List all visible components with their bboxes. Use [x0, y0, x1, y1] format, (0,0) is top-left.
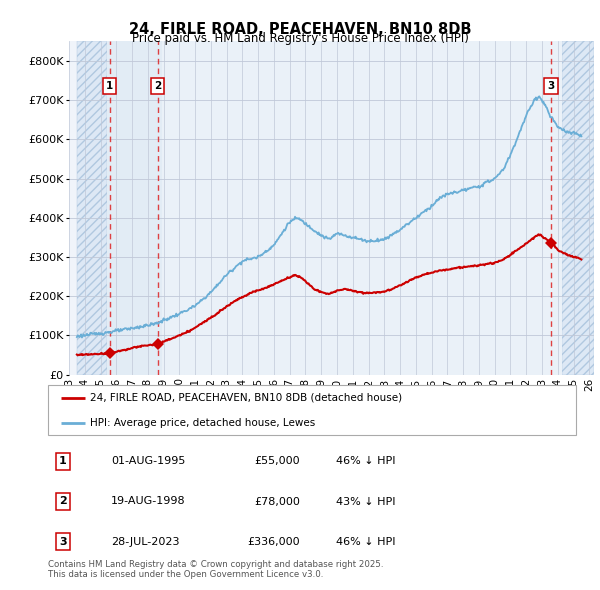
Text: 24, FIRLE ROAD, PEACEHAVEN, BN10 8DB: 24, FIRLE ROAD, PEACEHAVEN, BN10 8DB — [129, 22, 471, 37]
Bar — [562, 41, 594, 375]
Bar — [77, 41, 107, 375]
Text: £78,000: £78,000 — [254, 497, 300, 506]
Text: HPI: Average price, detached house, Lewes: HPI: Average price, detached house, Lewe… — [90, 418, 316, 428]
Text: Price paid vs. HM Land Registry's House Price Index (HPI): Price paid vs. HM Land Registry's House … — [131, 32, 469, 45]
Text: 46% ↓ HPI: 46% ↓ HPI — [336, 457, 395, 466]
Text: 1: 1 — [59, 457, 67, 466]
Text: 2: 2 — [59, 497, 67, 506]
Text: 2: 2 — [154, 81, 161, 91]
Text: 43% ↓ HPI: 43% ↓ HPI — [336, 497, 395, 506]
Text: £55,000: £55,000 — [254, 457, 300, 466]
Text: 19-AUG-1998: 19-AUG-1998 — [111, 497, 185, 506]
Text: 28-JUL-2023: 28-JUL-2023 — [111, 537, 179, 546]
Text: 3: 3 — [59, 537, 67, 546]
Text: 1: 1 — [106, 81, 113, 91]
Text: Contains HM Land Registry data © Crown copyright and database right 2025.
This d: Contains HM Land Registry data © Crown c… — [48, 560, 383, 579]
Bar — [107, 41, 162, 375]
Text: £336,000: £336,000 — [247, 537, 300, 546]
Text: 3: 3 — [547, 81, 554, 91]
Text: 01-AUG-1995: 01-AUG-1995 — [111, 457, 185, 466]
Text: 46% ↓ HPI: 46% ↓ HPI — [336, 537, 395, 546]
Text: 24, FIRLE ROAD, PEACEHAVEN, BN10 8DB (detached house): 24, FIRLE ROAD, PEACEHAVEN, BN10 8DB (de… — [90, 393, 403, 403]
Bar — [107, 41, 562, 375]
